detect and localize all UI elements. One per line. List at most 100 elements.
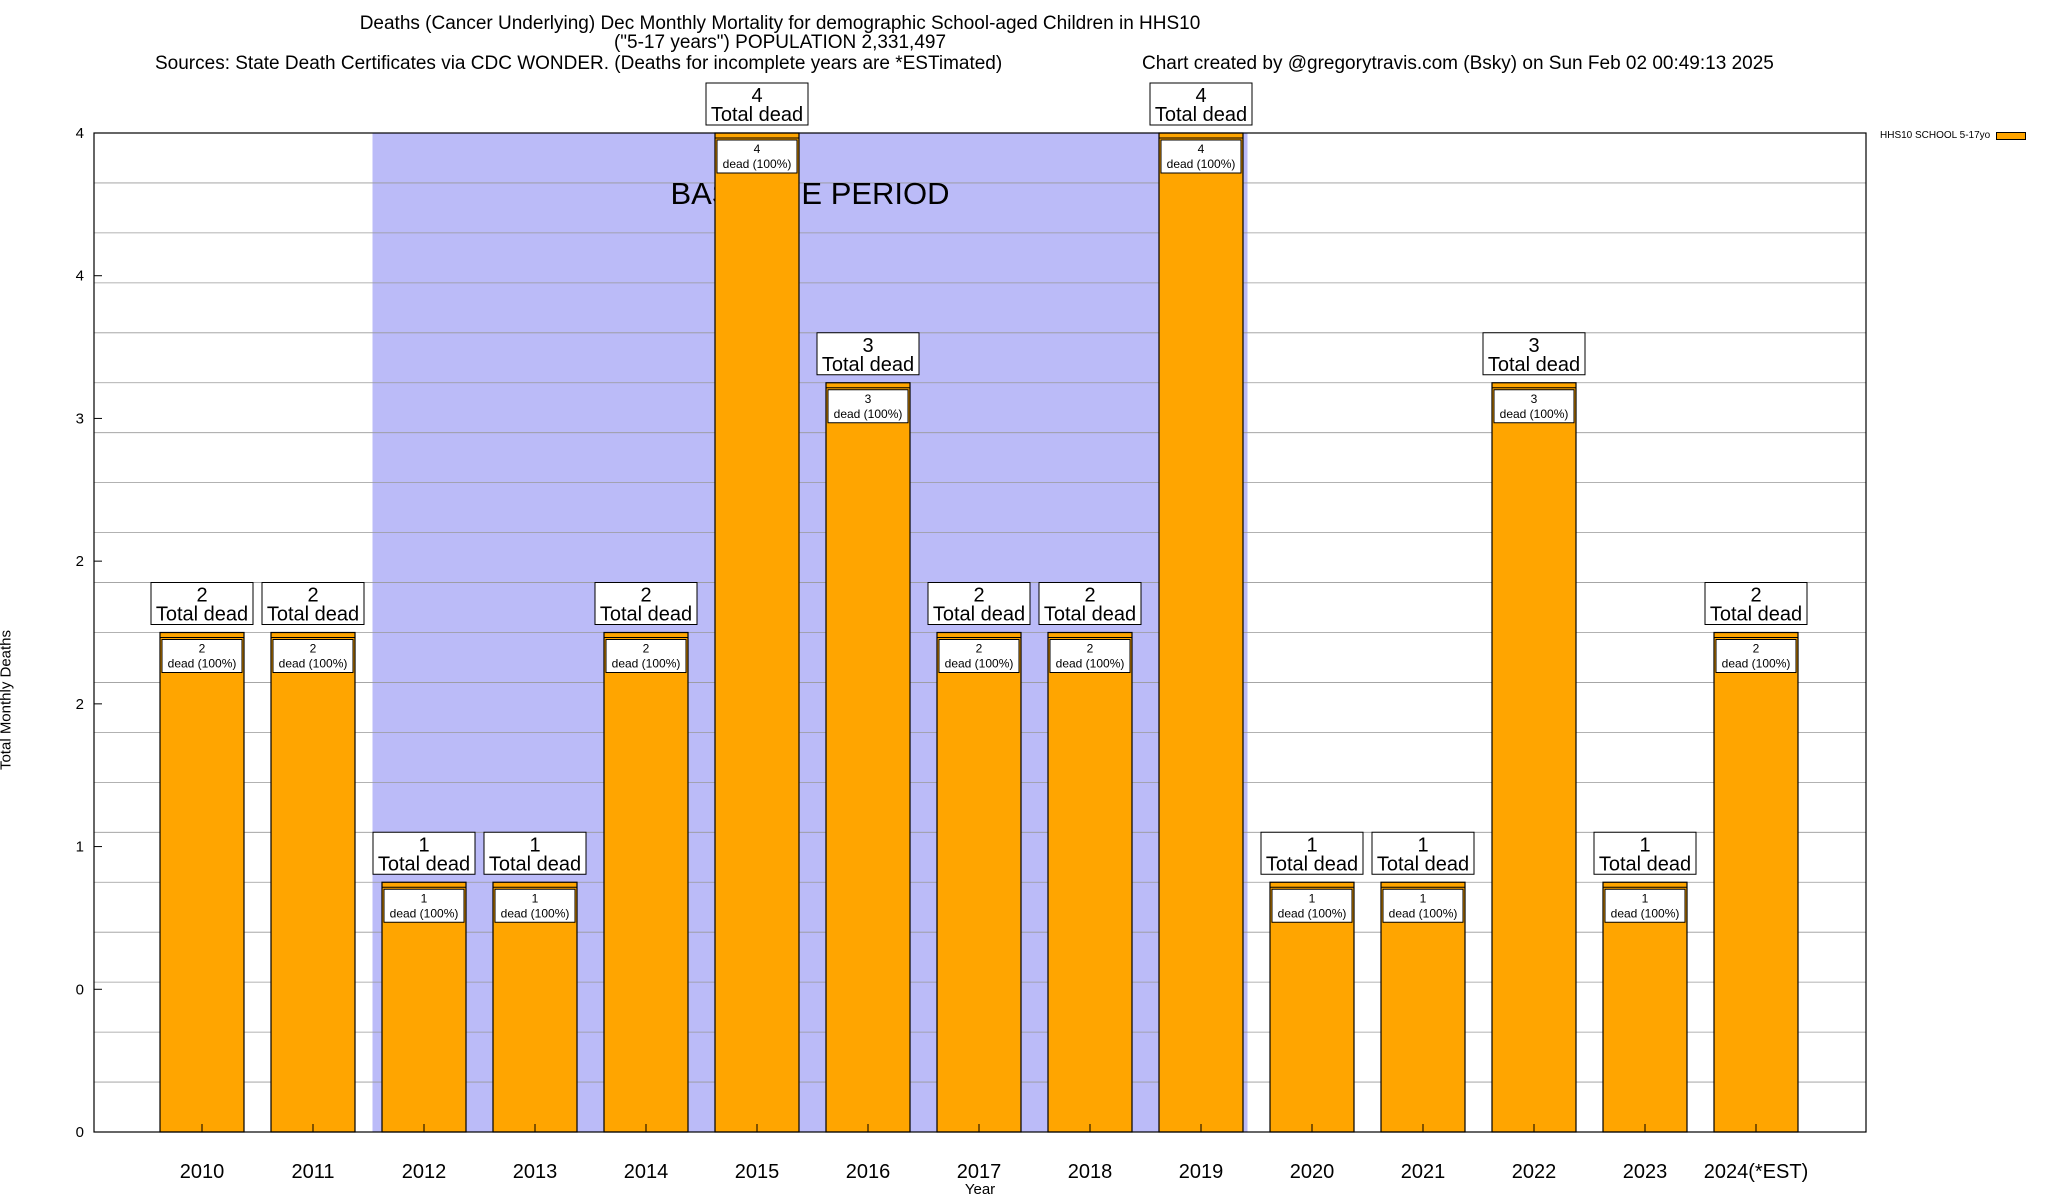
bar-total-text: Total dead	[267, 604, 359, 626]
chart-title-line2: ("5-17 years") POPULATION 2,331,497	[613, 32, 947, 53]
bar-total-label-box	[1593, 831, 1697, 875]
bar	[1047, 631, 1133, 1133]
chart-credit: Chart created by @gregorytravis.com (Bsk…	[1142, 53, 1774, 74]
bar-inner-count: 4	[1198, 142, 1205, 156]
y-tick-label: 4	[76, 125, 84, 142]
bar-total-value: 3	[862, 335, 873, 357]
x-tick-label: 2014	[624, 1161, 669, 1183]
bar-inner-count: 1	[1642, 891, 1649, 905]
bar-total-value: 2	[973, 585, 984, 607]
bar-inner-label-box	[383, 888, 465, 923]
bar-inner-percent: dead (100%)	[390, 906, 459, 920]
bar-total-text: Total dead	[378, 853, 470, 875]
x-tick-label: 2013	[513, 1161, 558, 1183]
bar-inner-label-box	[161, 639, 243, 673]
bar-total-value: 2	[307, 585, 318, 607]
bar-inner-label-box	[605, 639, 687, 673]
bar-inner-count: 3	[865, 392, 872, 406]
bar-inner-percent: dead (100%)	[945, 657, 1014, 671]
bar	[492, 881, 578, 1133]
bar	[603, 631, 689, 1133]
bar-total-label-box	[483, 831, 587, 875]
bar-inner-percent: dead (100%)	[279, 657, 348, 671]
y-tick-label: 1	[76, 839, 84, 856]
bar-total-value: 4	[1195, 85, 1206, 107]
bar	[381, 881, 467, 1133]
bar-total-label-box	[927, 582, 1031, 625]
x-axis-label: Year	[964, 1181, 996, 1198]
bar-total-text: Total dead	[1488, 354, 1580, 376]
bar-inner-label-box	[938, 639, 1020, 673]
bar-inner-count: 2	[976, 642, 983, 656]
bar-inner-label-box	[1382, 888, 1464, 923]
bar-total-text: Total dead	[1599, 853, 1691, 875]
bar-inner-label-box	[1493, 389, 1575, 424]
bar-total-label-box	[261, 582, 365, 625]
bar-inner-label-box	[827, 389, 909, 424]
x-tick-label: 2015	[735, 1161, 780, 1183]
x-tick-label: 2010	[180, 1161, 225, 1183]
bar-inner-percent: dead (100%)	[1500, 407, 1569, 421]
bar-total-text: Total dead	[1266, 853, 1358, 875]
bar-total-label-box	[705, 82, 809, 126]
x-tick-label: 2022	[1512, 1161, 1557, 1183]
bar-total-text: Total dead	[1710, 604, 1802, 626]
bar-inner-percent: dead (100%)	[1278, 906, 1347, 920]
x-tick-label: 2011	[291, 1161, 334, 1183]
bar-total-label-box	[1704, 582, 1808, 625]
bar-total-value: 2	[640, 585, 651, 607]
y-tick-label: 4	[76, 268, 84, 285]
bar-total-value: 2	[196, 585, 207, 607]
legend-swatch	[1996, 131, 2027, 140]
bar-total-label-box	[1482, 332, 1586, 376]
bar-inner-count: 2	[1753, 642, 1760, 656]
bar	[1602, 881, 1688, 1133]
y-tick-label: 2	[76, 553, 84, 570]
bar-total-text: Total dead	[711, 104, 803, 126]
bar-total-value: 2	[1084, 585, 1095, 607]
bar-total-label-box	[1038, 582, 1142, 625]
bar-total-text: Total dead	[933, 604, 1025, 626]
bar	[825, 382, 911, 1133]
bar-inner-label-box	[716, 139, 798, 174]
x-tick-label: 2018	[1068, 1161, 1113, 1183]
bar-total-value: 1	[529, 834, 540, 856]
bar-total-value: 3	[1528, 335, 1539, 357]
y-tick-label: 0	[76, 1124, 84, 1141]
bar-inner-count: 2	[1087, 642, 1094, 656]
bar-inner-percent: dead (100%)	[168, 657, 237, 671]
bar-total-label-box	[816, 332, 920, 376]
bar-inner-count: 1	[532, 891, 539, 905]
bar-inner-count: 2	[310, 642, 317, 656]
bar	[1158, 132, 1244, 1133]
bar-inner-percent: dead (100%)	[723, 157, 792, 171]
y-tick-label: 3	[76, 410, 84, 427]
bar-inner-label-box	[1715, 639, 1797, 673]
legend: HHS10 SCHOOL 5-17yo	[1880, 130, 2027, 141]
bar-inner-percent: dead (100%)	[1722, 657, 1791, 671]
bar-inner-label-box	[1049, 639, 1131, 673]
bar	[270, 631, 356, 1133]
chart-title-line1: Deaths (Cancer Underlying) Dec Monthly M…	[359, 13, 1201, 34]
y-tick-label: 2	[76, 696, 84, 713]
bar-inner-percent: dead (100%)	[1167, 157, 1236, 171]
baseline-period-label: BASELINE PERIOD	[670, 176, 949, 211]
x-tick-label: 2023	[1623, 1161, 1668, 1183]
bar-inner-label-box	[1271, 888, 1353, 923]
x-tick-label: 2019	[1179, 1161, 1224, 1183]
bar-total-text: Total dead	[1155, 104, 1247, 126]
bar-total-text: Total dead	[1044, 604, 1136, 626]
x-tick-label: 2020	[1290, 1161, 1335, 1183]
bar-inner-percent: dead (100%)	[501, 906, 570, 920]
bar-total-label-box	[150, 582, 254, 625]
bar-inner-count: 2	[643, 642, 650, 656]
bar-total-value: 2	[1750, 585, 1761, 607]
bar-inner-percent: dead (100%)	[1056, 657, 1125, 671]
y-tick-label: 0	[76, 981, 84, 998]
bar-total-value: 1	[1306, 834, 1317, 856]
bar-inner-count: 1	[1309, 891, 1316, 905]
plot-border	[93, 132, 1867, 1133]
bar-total-text: Total dead	[489, 853, 581, 875]
bar-inner-count: 2	[199, 642, 206, 656]
bar-total-text: Total dead	[822, 354, 914, 376]
